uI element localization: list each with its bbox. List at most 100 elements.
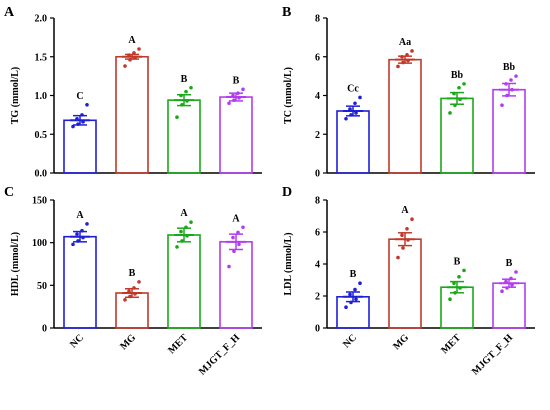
data-point (127, 53, 131, 57)
significance-label: A (180, 208, 188, 219)
bar-met (167, 234, 201, 329)
significance-label: Cc (347, 83, 359, 94)
panel-b: B 0 2 4 6 8 TC (mmol/L) Cc Aa Bb Bb (282, 5, 535, 180)
y-tick-label: 4 (315, 91, 320, 102)
data-point (348, 292, 352, 297)
data-point (510, 87, 514, 92)
data-point (500, 103, 504, 107)
x-tick-label: MJGT_F_H (470, 332, 515, 377)
data-point (133, 292, 137, 296)
data-point (132, 51, 136, 55)
data-point (505, 93, 509, 98)
y-tick-label: 4 (315, 260, 320, 271)
bar-mjgt_f_h (492, 282, 526, 329)
bar-mg (115, 292, 149, 329)
data-point (400, 54, 404, 59)
y-tick-label: 2 (315, 292, 320, 303)
data-point (71, 242, 75, 247)
y-axis-label: LDL (mmol/L) (283, 232, 294, 295)
data-point (189, 220, 193, 224)
data-point (505, 286, 509, 290)
data-point (509, 78, 513, 82)
x-tick-label: MET (166, 332, 190, 356)
data-point (514, 270, 518, 274)
y-axis-label: HDL (mmol/L) (10, 232, 21, 296)
data-point (232, 249, 236, 253)
panel-letter: A (4, 5, 15, 20)
data-point (504, 279, 508, 284)
data-point (510, 283, 514, 287)
bar-nc (336, 110, 370, 174)
data-point (406, 238, 410, 242)
panel-letter: B (282, 5, 291, 20)
data-point (232, 98, 236, 102)
y-tick-label: 0 (315, 169, 320, 180)
significance-label: C (76, 91, 83, 102)
data-point (453, 291, 457, 295)
bar-nc (63, 235, 97, 329)
y-tick-label: 0 (42, 324, 47, 335)
panel-letter: D (282, 185, 292, 200)
data-point (80, 228, 84, 233)
data-point (504, 82, 508, 86)
data-point (344, 305, 348, 310)
data-point (349, 113, 353, 117)
data-point (81, 120, 85, 124)
y-tick-label: 6 (315, 52, 320, 63)
significance-label: A (401, 205, 409, 216)
data-point (76, 122, 80, 126)
bar-mjgt_f_h (492, 88, 526, 174)
bar-mg (115, 55, 149, 174)
bar-mjgt_f_h (219, 96, 253, 174)
significance-label: Bb (451, 70, 464, 81)
significance-label: B (454, 256, 461, 267)
data-point (452, 91, 456, 96)
data-point (236, 91, 240, 95)
panel-c: C 0 50 100 150 HDL (mmol/L) A B A A NC MG MET MJGT_F_… (4, 185, 262, 377)
data-point (231, 93, 235, 98)
data-point (354, 297, 358, 302)
significance-label: Aa (399, 37, 411, 48)
data-point (396, 255, 400, 260)
data-point (123, 64, 127, 68)
data-point (237, 96, 241, 100)
data-point (458, 97, 462, 102)
y-tick-label: 1.5 (35, 52, 48, 63)
y-tick-label: 0.5 (35, 130, 48, 141)
data-point (457, 275, 461, 279)
data-point (458, 286, 462, 290)
x-tick-label: MJGT_F_H (197, 332, 242, 377)
data-point (185, 234, 189, 238)
data-point (231, 235, 235, 240)
data-point (180, 103, 184, 107)
data-point (75, 116, 79, 121)
significance-label: A (232, 213, 240, 224)
data-point (401, 60, 405, 65)
y-tick-label: 0.0 (35, 169, 48, 180)
data-point (452, 281, 456, 286)
data-point (133, 55, 137, 60)
data-point (85, 103, 89, 107)
data-point (241, 225, 245, 230)
data-point (236, 230, 240, 235)
bar-met (167, 99, 201, 174)
data-point (448, 111, 452, 115)
data-point (227, 101, 231, 106)
y-tick-label: 2 (315, 130, 320, 141)
bar-mjgt_f_h (219, 241, 253, 329)
x-tick-label: NC (68, 332, 86, 350)
x-tick-label: MG (391, 332, 411, 352)
data-point (75, 232, 79, 236)
data-point (396, 64, 400, 69)
data-point (462, 82, 466, 86)
panel-a: A 0.0 0.5 1.0 1.5 2.0 TG (mmol/L) C A B B (4, 5, 262, 180)
panel-letter: C (4, 185, 14, 200)
data-point (137, 47, 141, 51)
x-tick-label: MG (118, 332, 138, 352)
bar-met (440, 97, 474, 174)
x-tick-label: NC (341, 332, 359, 350)
data-point (453, 103, 457, 107)
data-point (514, 74, 518, 78)
data-point (137, 280, 141, 284)
significance-label: B (129, 268, 136, 279)
